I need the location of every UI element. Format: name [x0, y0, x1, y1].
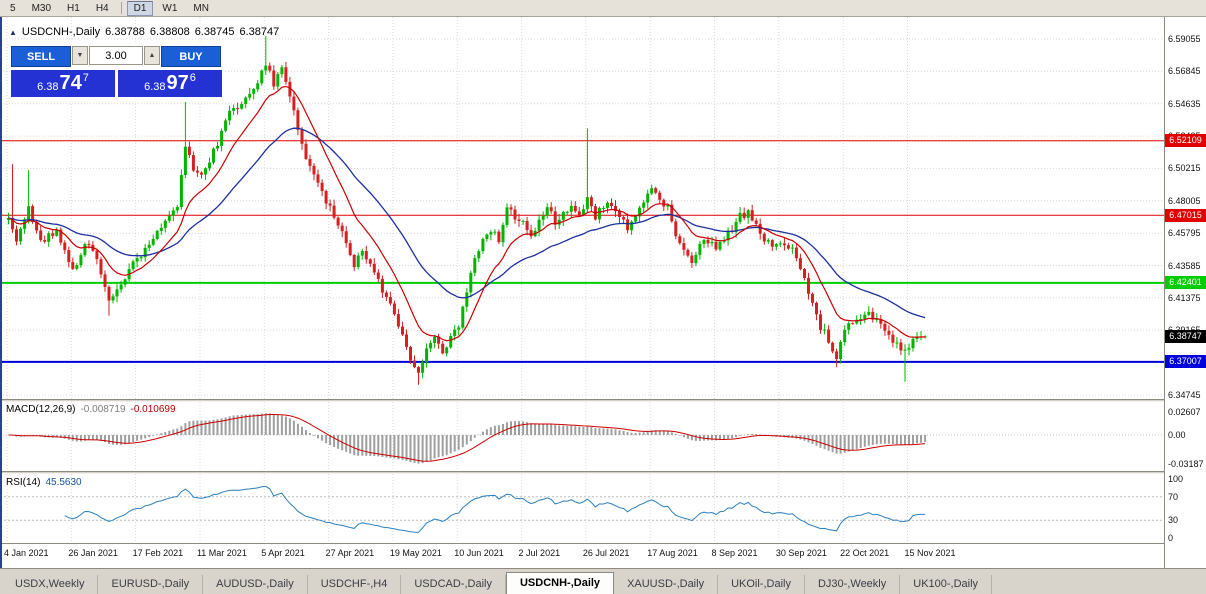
date-label: 2 Jul 2021: [518, 548, 561, 558]
chart-header: ▲ USDCNH-,Daily 6.38788 6.38808 6.38745 6.387…: [9, 26, 284, 38]
time-axis: 4 Jan 2021 26 Jan 2021 17 Feb 2021 11 Mar 2…: [0, 543, 1164, 569]
date-label: 22 Oct 2021: [840, 548, 890, 558]
timeframe-toolbar: 5 M30 H1 H4 D1 W1 MN: [0, 0, 1206, 17]
macd-signal-value: -0.010699: [130, 404, 176, 415]
macd-axis-label: 0.00: [1168, 430, 1186, 440]
tab-ukoil-daily[interactable]: UKOil-,Daily: [718, 575, 805, 594]
date-label: 10 Jun 2021: [454, 548, 504, 558]
timeframe-w1[interactable]: W1: [162, 2, 178, 14]
rsi-axis-label: 0: [1168, 533, 1174, 543]
timeframe-mn[interactable]: MN: [193, 2, 209, 14]
timeframe-5[interactable]: 5: [10, 2, 16, 14]
buy-price-box[interactable]: 6.38 97 6: [118, 70, 222, 97]
window-left-border: [0, 17, 2, 568]
sell-price-big: 74: [59, 72, 82, 94]
tab-eurusd-daily[interactable]: EURUSD-,Daily: [98, 575, 204, 594]
date-label: 17 Aug 2021: [647, 548, 698, 558]
date-label: 30 Sep 2021: [775, 548, 827, 558]
rsi-axis-label: 70: [1168, 491, 1179, 502]
timeframe-h4[interactable]: H4: [95, 2, 109, 14]
price-axis-label: 6.45795: [1168, 228, 1201, 239]
one-click-trade-panel: SELL ▼ ▲ BUY 6.38 74 7 6.38 97 6: [9, 44, 224, 102]
ohlc-high: 6.38808: [149, 26, 190, 38]
ohlc-low: 6.38745: [194, 26, 235, 38]
date-label: 19 May 2021: [389, 548, 442, 558]
sell-price-box[interactable]: 6.38 74 7: [11, 70, 115, 97]
macd-main-value: -0.008719: [80, 404, 126, 415]
tab-usdcad-daily[interactable]: USDCAD-,Daily: [401, 575, 506, 594]
macd-header: MACD(12,26,9) -0.008719 -0.010699: [6, 404, 176, 415]
price-axis-label: 6.41375: [1168, 292, 1201, 303]
price-axis-label: 6.59055: [1168, 33, 1201, 44]
price-axis-label: 6.54635: [1168, 98, 1201, 109]
chart-icon: ▲: [9, 28, 17, 37]
timeframe-h1[interactable]: H1: [67, 2, 80, 14]
buy-price-sup: 6: [189, 72, 196, 84]
toolbar-separator: [120, 2, 122, 14]
date-label: 4 Jan 2021: [4, 548, 49, 558]
tab-usdcnh-daily[interactable]: USDCNH-,Daily: [505, 572, 615, 594]
rsi-axis-label: 100: [1168, 474, 1184, 484]
sell-price-sup: 7: [82, 72, 89, 84]
price-tag-level: 6.42401: [1165, 276, 1206, 290]
price-axis-label: 6.48005: [1168, 195, 1201, 206]
tab-dj30-weekly[interactable]: DJ30-,Weekly: [805, 575, 901, 594]
buy-price-big: 97: [166, 72, 189, 94]
date-label: 26 Jan 2021: [68, 548, 118, 558]
timeframe-m30[interactable]: M30: [31, 2, 52, 14]
price-axis-label: 6.50215: [1168, 163, 1201, 174]
volume-input[interactable]: [89, 46, 143, 65]
price-axis-label: 6.34745: [1168, 390, 1201, 400]
sell-button[interactable]: SELL: [11, 46, 71, 67]
price-tag-level: 6.47015: [1165, 208, 1206, 222]
volume-increase-button[interactable]: ▲: [144, 46, 160, 65]
tab-uk100-daily[interactable]: UK100-,Daily: [900, 575, 993, 594]
date-label: 17 Feb 2021: [132, 548, 184, 558]
date-label: 27 Apr 2021: [325, 548, 375, 558]
price-tag-level: 6.52109: [1165, 134, 1206, 148]
panel-splitter-rsi[interactable]: [0, 471, 1206, 474]
date-label: 15 Nov 2021: [904, 548, 956, 558]
tab-audusd-daily[interactable]: AUDUSD-,Daily: [203, 575, 308, 594]
tab-xauusd-daily[interactable]: XAUUSD-,Daily: [614, 575, 719, 594]
buy-button[interactable]: BUY: [161, 46, 221, 67]
ohlc-open: 6.38788: [105, 26, 145, 38]
date-label: 26 Jul 2021: [582, 548, 630, 558]
price-axis: 6.590556.568456.546356.524256.502156.480…: [1164, 17, 1206, 568]
volume-decrease-button[interactable]: ▼: [72, 46, 88, 65]
date-label: 11 Mar 2021: [196, 548, 247, 558]
chart-tabs-bar: USDX,Weekly EURUSD-,Daily AUDUSD-,Daily USD…: [0, 568, 1206, 594]
tab-usdchf-h4[interactable]: USDCHF-,H4: [308, 575, 402, 594]
ohlc-close: 6.38747: [239, 26, 280, 38]
macd-axis-label: -0.03187: [1168, 458, 1204, 469]
rsi-axis-label: 30: [1168, 515, 1179, 526]
price-tag-level: 6.37007: [1165, 355, 1206, 369]
tab-usdx-weekly[interactable]: USDX,Weekly: [2, 575, 99, 594]
price-axis-label: 6.56845: [1168, 66, 1201, 77]
chart-symbol-label: USDCNH-,Daily: [21, 26, 101, 38]
panel-splitter-macd[interactable]: [0, 399, 1206, 402]
sell-price-base: 6.38: [37, 81, 59, 93]
rsi-header: RSI(14) 45.5630: [6, 477, 82, 488]
rsi-value: 45.5630: [45, 477, 82, 488]
buy-price-base: 6.38: [144, 81, 166, 93]
macd-axis-label: 0.02607: [1168, 406, 1201, 417]
price-axis-label: 6.43585: [1168, 260, 1201, 271]
price-tag-bid: 6.38747: [1165, 329, 1206, 343]
rsi-label: RSI(14): [6, 477, 41, 488]
date-label: 5 Apr 2021: [261, 548, 305, 558]
timeframe-d1[interactable]: D1: [126, 0, 154, 16]
macd-label: MACD(12,26,9): [6, 404, 76, 415]
date-label: 8 Sep 2021: [711, 548, 758, 558]
